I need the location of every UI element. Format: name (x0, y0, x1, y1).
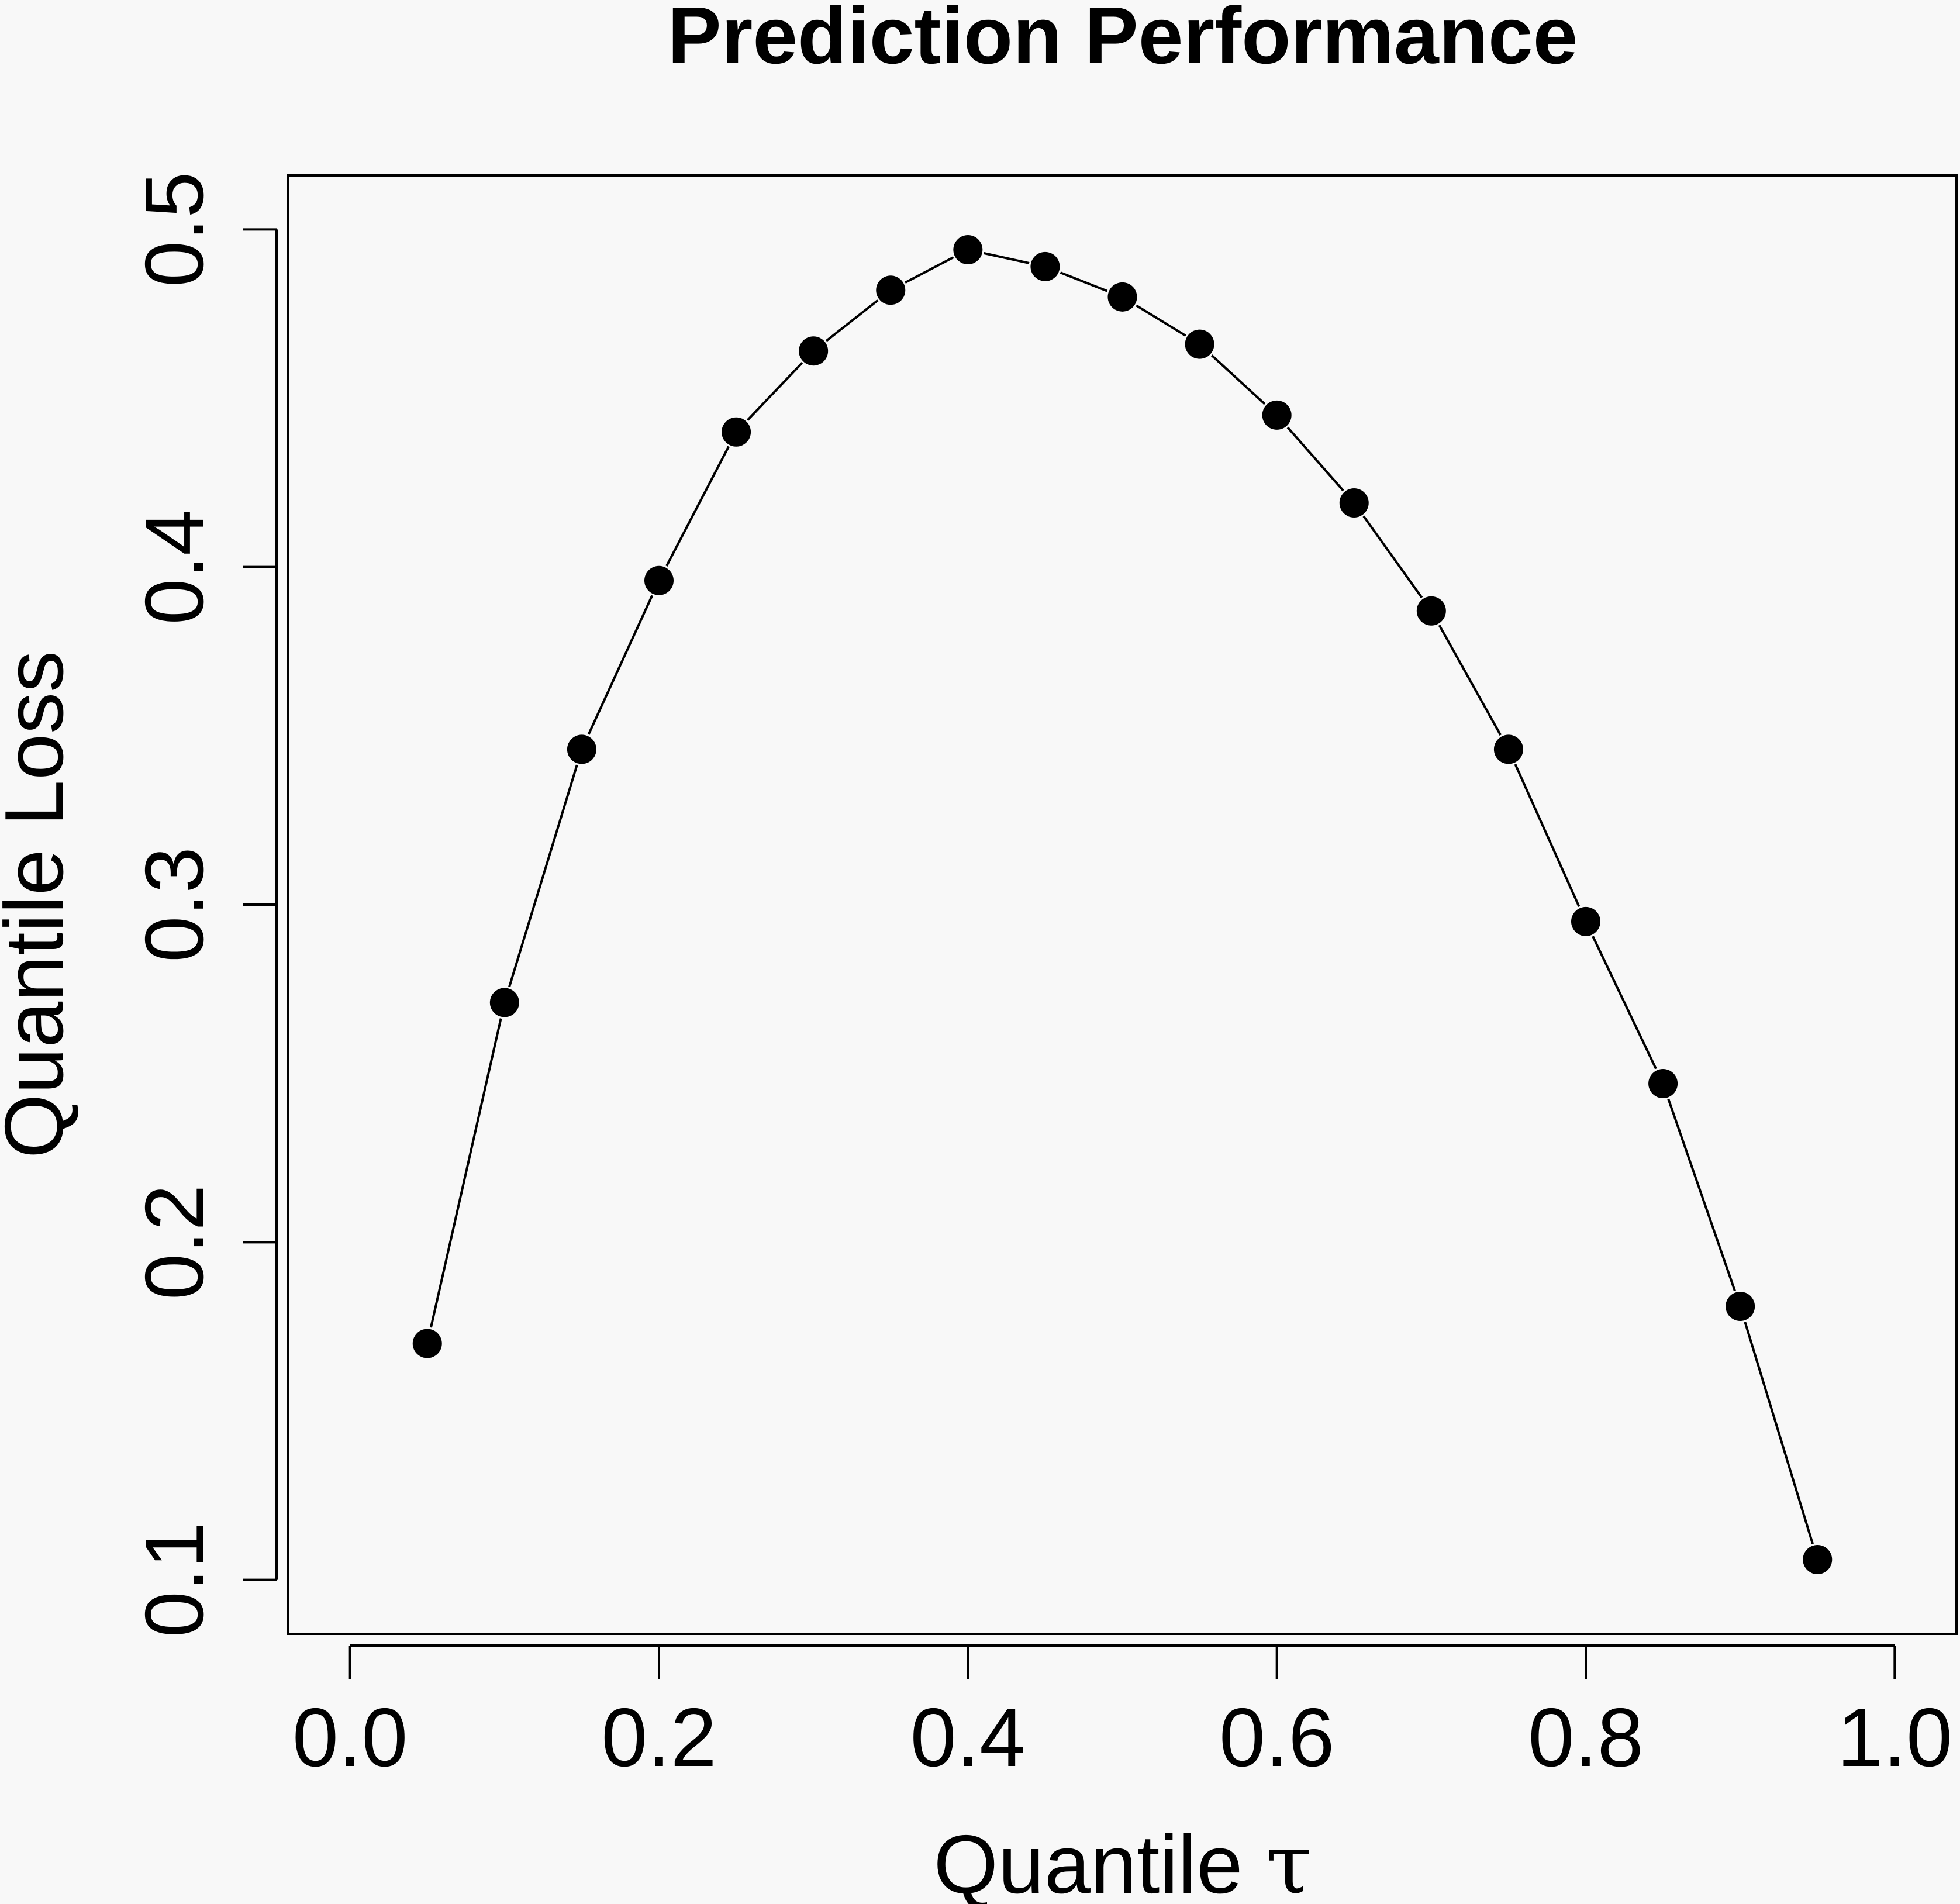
data-point-tau-0.25 (722, 417, 751, 447)
data-point-tau-0.5 (1107, 282, 1137, 312)
chart-title: Prediction Performance (668, 0, 1578, 81)
series-line-segment (1667, 1098, 1736, 1292)
data-point-tau-0.95 (1803, 1544, 1833, 1574)
y-axis-label: Quantile Loss (0, 651, 81, 1158)
plot-frame (287, 174, 1958, 1635)
series-line-segment (746, 362, 803, 421)
data-point-tau-0.1 (489, 988, 519, 1017)
series-line-segment (905, 256, 954, 284)
x-axis-label: Quantile τ (934, 1816, 1312, 1904)
series-line-segment (1210, 354, 1266, 405)
y-tick-label: 0.5 (128, 172, 221, 287)
data-series (412, 235, 1833, 1574)
data-point-tau-0.45 (1030, 251, 1060, 281)
data-point-tau-0.15 (567, 734, 596, 764)
x-tick-label: 0.6 (1219, 1691, 1334, 1784)
series-line-segment (665, 446, 730, 567)
data-point-tau-0.2 (644, 565, 674, 595)
series-line-segment (1136, 304, 1186, 337)
series-line-segment (1060, 271, 1108, 292)
data-point-tau-0.85 (1648, 1068, 1678, 1098)
data-point-tau-0.9 (1726, 1292, 1755, 1322)
data-point-tau-0.7 (1416, 596, 1446, 626)
series-line-segment (1744, 1322, 1814, 1544)
series-line-segment (984, 252, 1030, 264)
data-point-tau-0.8 (1571, 906, 1600, 936)
data-point-tau-0.65 (1339, 488, 1369, 518)
x-tick-label: 0.4 (910, 1691, 1026, 1784)
x-tick-label: 0.0 (292, 1691, 408, 1784)
x-tick-label: 0.2 (601, 1691, 716, 1784)
y-tick-label: 0.4 (128, 509, 221, 625)
axes: 0.0 0.2 0.4 0.6 0.8 1.0 0.1 0.2 0.3 0.4 0.5 (128, 172, 1952, 1784)
data-point-tau-0.75 (1493, 734, 1523, 764)
series-line-segment (508, 764, 578, 988)
series-line-segment (1286, 426, 1344, 492)
data-point-tau-0.35 (876, 275, 906, 305)
y-tick-label: 0.1 (128, 1522, 221, 1637)
series-line-segment (1514, 764, 1581, 908)
x-tick-label: 0.8 (1528, 1691, 1643, 1784)
x-tick-label: 1.0 (1837, 1691, 1952, 1784)
series-line-segment (587, 595, 654, 735)
data-point-tau-0.6 (1262, 400, 1292, 430)
y-tick-label: 0.2 (128, 1185, 221, 1300)
data-point-tau-0.4 (953, 235, 983, 265)
data-point-tau-0.55 (1185, 329, 1214, 359)
series-line-segment (1438, 625, 1502, 736)
y-tick-label: 0.3 (128, 847, 221, 962)
data-point-tau-0.3 (799, 336, 829, 366)
series-line-segment (1362, 515, 1423, 599)
series-line-segment (1592, 936, 1657, 1070)
data-point-tau-0.05 (412, 1329, 442, 1358)
series-line-segment (429, 1018, 502, 1328)
series-line-segment (825, 299, 879, 342)
